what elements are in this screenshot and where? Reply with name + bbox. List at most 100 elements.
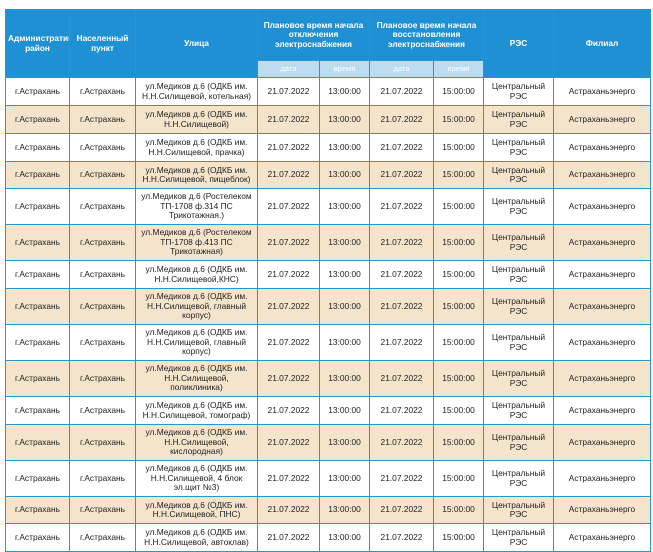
start-time-cell: 13:00:00	[319, 523, 370, 552]
header-locality: Населенный пункт	[69, 9, 136, 78]
district-cell: г.Астрахань	[5, 523, 70, 552]
end-date-cell: 21.07.2022	[369, 224, 434, 261]
start-date-cell: 21.07.2022	[257, 396, 320, 425]
district-cell: г.Астрахань	[5, 396, 70, 425]
branch-cell: Астраханьэнерго	[553, 105, 652, 134]
street-cell: ул.Медиков д.6 (ОДКБ им. Н.Н.Силищевой, …	[135, 496, 258, 524]
locality-cell: г.Астрахань	[69, 161, 136, 189]
branch-cell: Астраханьэнерго	[553, 396, 652, 425]
end-date-cell: 21.07.2022	[369, 360, 434, 397]
end-time-cell: 15:00:00	[432, 324, 485, 361]
res-cell: Центральный РЭС	[483, 396, 555, 425]
street-cell: ул.Медиков д.6 (ОДКБ им. Н.Н.Силищевой, …	[135, 77, 258, 106]
start-date-cell: 21.07.2022	[257, 360, 320, 397]
header-res: РЭС	[483, 9, 555, 78]
branch-cell: Астраханьэнерго	[553, 77, 652, 106]
start-date-cell: 21.07.2022	[257, 324, 320, 361]
end-time-cell: 15:00:00	[432, 161, 485, 189]
end-date-cell: 21.07.2022	[369, 424, 434, 461]
locality-cell: г.Астрахань	[69, 77, 136, 106]
branch-cell: Астраханьэнерго	[553, 260, 652, 289]
start-date-cell: 21.07.2022	[257, 188, 320, 225]
end-time-cell: 15:00:00	[432, 496, 485, 524]
end-date-cell: 21.07.2022	[369, 460, 434, 497]
locality-cell: г.Астрахань	[69, 133, 136, 162]
subheader-start-time: время	[319, 60, 370, 78]
start-date-cell: 21.07.2022	[257, 460, 320, 497]
start-date-cell: 21.07.2022	[257, 288, 320, 325]
end-date-cell: 21.07.2022	[369, 161, 434, 189]
end-time-cell: 15:00:00	[432, 424, 485, 461]
locality-cell: г.Астрахань	[69, 460, 136, 497]
district-cell: г.Астрахань	[5, 77, 70, 106]
table-row: г.Астрахань г.Астрахань ул.Медиков д.6 (Ро…	[5, 188, 652, 225]
subheader-end-date: дата	[369, 60, 434, 78]
district-cell: г.Астрахань	[5, 360, 70, 397]
start-time-cell: 13:00:00	[319, 77, 370, 106]
street-cell: ул.Медиков д.6 (ОДКБ им. Н.Н.Силищевой, …	[135, 161, 258, 189]
end-date-cell: 21.07.2022	[369, 260, 434, 289]
start-date-cell: 21.07.2022	[257, 523, 320, 552]
res-cell: Центральный РЭС	[483, 188, 555, 225]
locality-cell: г.Астрахань	[69, 224, 136, 261]
branch-cell: Астраханьэнерго	[553, 288, 652, 325]
header-row: Административный район Населенный пункт …	[5, 9, 652, 78]
branch-cell: Астраханьэнерго	[553, 133, 652, 162]
res-cell: Центральный РЭС	[483, 224, 555, 261]
table-row: г.Астрахань г.Астрахань ул.Медиков д.6 (ОД…	[5, 424, 652, 461]
branch-cell: Астраханьэнерго	[553, 523, 652, 552]
end-time-cell: 15:00:00	[432, 224, 485, 261]
locality-cell: г.Астрахань	[69, 188, 136, 225]
branch-cell: Астраханьэнерго	[553, 161, 652, 189]
locality-cell: г.Астрахань	[69, 260, 136, 289]
header-restore-start: Плановое время начала восстановления эле…	[368, 9, 485, 61]
end-date-cell: 21.07.2022	[369, 133, 434, 162]
res-cell: Центральный РЭС	[483, 288, 555, 325]
start-date-cell: 21.07.2022	[257, 105, 320, 134]
street-cell: ул.Медиков д.6 (ОДКБ им. Н.Н.Силищевой, …	[135, 396, 258, 425]
start-time-cell: 13:00:00	[319, 288, 370, 325]
start-date-cell: 21.07.2022	[257, 260, 320, 289]
table-row: г.Астрахань г.Астрахань ул.Медиков д.6 (ОД…	[5, 460, 652, 497]
street-cell: ул.Медиков д.6 (ОДКБ им. Н.Н.Силищевой, …	[135, 288, 258, 325]
end-time-cell: 15:00:00	[432, 260, 485, 289]
street-cell: ул.Медиков д.6 (ОДКБ им. Н.Н.Силищевой, …	[135, 324, 258, 361]
start-time-cell: 13:00:00	[319, 496, 370, 524]
table-row: г.Астрахань г.Астрахань ул.Медиков д.6 (ОД…	[5, 523, 652, 552]
end-time-cell: 15:00:00	[432, 188, 485, 225]
branch-cell: Астраханьэнерго	[553, 496, 652, 524]
end-date-cell: 21.07.2022	[369, 523, 434, 552]
table-row: г.Астрахань г.Астрахань ул.Медиков д.6 (ОД…	[5, 360, 652, 397]
table-body: г.Астрахань г.Астрахань ул.Медиков д.6 (ОД…	[5, 77, 652, 552]
locality-cell: г.Астрахань	[69, 324, 136, 361]
end-time-cell: 15:00:00	[432, 460, 485, 497]
start-time-cell: 13:00:00	[319, 324, 370, 361]
start-date-cell: 21.07.2022	[257, 133, 320, 162]
res-cell: Центральный РЭС	[483, 161, 555, 189]
locality-cell: г.Астрахань	[69, 396, 136, 425]
subheader-end-time: время	[432, 60, 485, 78]
start-time-cell: 13:00:00	[319, 360, 370, 397]
header-district: Административный район	[5, 9, 70, 78]
header-branch: Филиал	[553, 9, 652, 78]
branch-cell: Астраханьэнерго	[553, 224, 652, 261]
end-date-cell: 21.07.2022	[369, 324, 434, 361]
res-cell: Центральный РЭС	[483, 133, 555, 162]
end-date-cell: 21.07.2022	[369, 288, 434, 325]
branch-cell: Астраханьэнерго	[553, 324, 652, 361]
res-cell: Центральный РЭС	[483, 496, 555, 524]
end-time-cell: 15:00:00	[432, 523, 485, 552]
locality-cell: г.Астрахань	[69, 424, 136, 461]
table-row: г.Астрахань г.Астрахань ул.Медиков д.6 (ОД…	[5, 105, 652, 134]
locality-cell: г.Астрахань	[69, 288, 136, 325]
street-cell: ул.Медиков д.6 (ОДКБ им. Н.Н.Силищевой, …	[135, 460, 258, 497]
res-cell: Центральный РЭС	[483, 460, 555, 497]
district-cell: г.Астрахань	[5, 161, 70, 189]
header-street: Улица	[135, 9, 258, 78]
header-outage-start: Плановое время начала отключения электро…	[257, 9, 370, 61]
start-date-cell: 21.07.2022	[257, 224, 320, 261]
start-date-cell: 21.07.2022	[257, 77, 320, 106]
res-cell: Центральный РЭС	[483, 260, 555, 289]
table-row: г.Астрахань г.Астрахань ул.Медиков д.6 (ОД…	[5, 288, 652, 325]
start-time-cell: 13:00:00	[319, 260, 370, 289]
